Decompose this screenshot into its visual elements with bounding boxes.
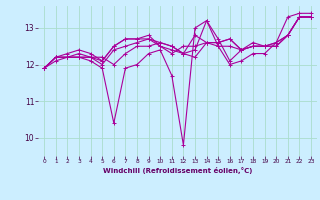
X-axis label: Windchill (Refroidissement éolien,°C): Windchill (Refroidissement éolien,°C) xyxy=(103,167,252,174)
